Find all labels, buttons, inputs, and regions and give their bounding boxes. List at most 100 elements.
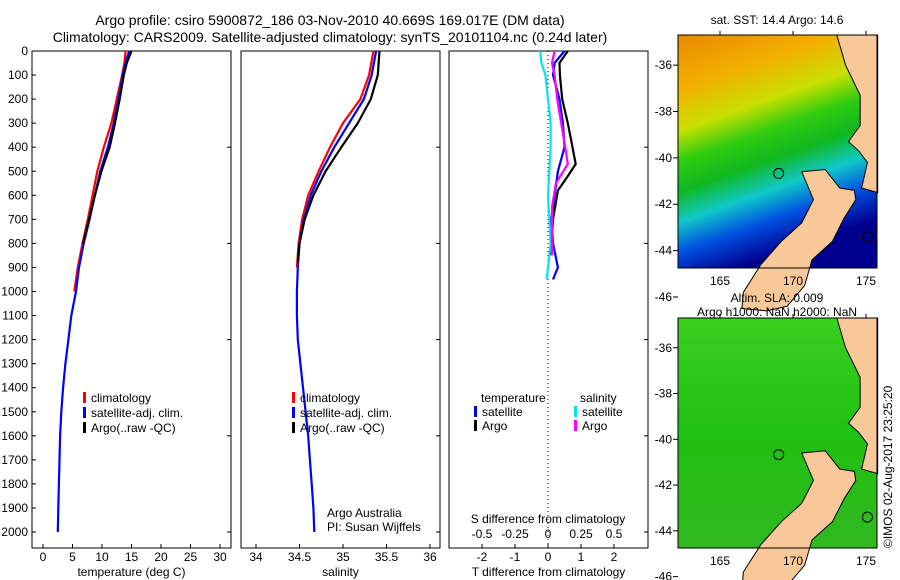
- x2-tick-label: -0.5: [472, 527, 493, 541]
- map-title: sat. SST: 14.4 Argo: 14.6: [711, 13, 844, 27]
- legend-heading-temperature: temperature: [481, 391, 546, 405]
- imos-credit: ©IMOS 02-Aug-2017 23:25:20: [881, 385, 895, 548]
- lat-tick-label: -46: [655, 570, 673, 580]
- figure-subtitle: Climatology: CARS2009. Satellite-adjuste…: [52, 29, 608, 45]
- x-tick-label: 20: [154, 550, 168, 564]
- plot-frame: [31, 50, 232, 549]
- legend-label: satellite: [582, 405, 623, 419]
- y-tick-label: 400: [8, 140, 28, 154]
- x2-tick-label: 0.5: [606, 527, 623, 541]
- lat-tick-label: -46: [655, 290, 673, 304]
- marker-circle: [861, 511, 873, 523]
- x-tick-label: 0: [40, 550, 47, 564]
- lat-tick-label: -42: [655, 478, 673, 492]
- series-line-argo---raw--qc-: [82, 50, 133, 244]
- lat-tick-label: -44: [655, 524, 673, 538]
- map-title: Argo h1000: NaN h2000: NaN: [697, 305, 857, 319]
- x-tick-label: 35.5: [375, 550, 399, 564]
- series-line-s-satellite: [539, 50, 552, 280]
- x-tick-label: 30: [213, 550, 227, 564]
- marker-circle: [861, 231, 873, 243]
- y-tick-label: 600: [8, 188, 28, 202]
- x-axis-label: temperature (deg C): [77, 565, 185, 579]
- legend-label: satellite-adj. clim.: [300, 406, 392, 420]
- x-tick-label: 10: [95, 550, 109, 564]
- x-tick-label: 35: [336, 550, 350, 564]
- lat-tick-label: -36: [655, 341, 673, 355]
- argo-position-marker: [773, 167, 785, 179]
- y-tick-label: 1300: [1, 357, 28, 371]
- legend-label: satellite-adj. clim.: [91, 406, 183, 420]
- map-frame: [677, 34, 878, 269]
- legend-label: Argo: [582, 419, 608, 433]
- y-tick-label: 1400: [1, 381, 28, 395]
- y-tick-label: 1900: [1, 501, 28, 515]
- map-background: [678, 318, 877, 548]
- figure-title: Argo profile: csiro 5900872_186 03-Nov-2…: [95, 12, 565, 28]
- legend-swatch: [292, 407, 295, 418]
- series-line-satellite-adj--clim-: [295, 50, 378, 533]
- legend-swatch: [574, 420, 577, 431]
- legend-swatch: [474, 406, 477, 417]
- legend-swatch: [574, 406, 577, 417]
- x2-tick-label: -0.25: [501, 527, 529, 541]
- lon-tick-label: 175: [856, 274, 876, 288]
- lat-tick-label: -40: [655, 432, 673, 446]
- series-line-t-satellite: [550, 50, 566, 280]
- legend-label: climatology: [300, 391, 360, 405]
- x2-axis-label: S difference from climatology: [471, 512, 626, 526]
- sla-map: 165 170 175 -36 -38 -40 -42 -44 -46 Altim. SLA: 0…: [655, 291, 879, 580]
- lat-tick-label: -36: [655, 58, 673, 72]
- series-line-satellite-adj--clim-: [56, 50, 131, 533]
- y-tick-label: 900: [8, 260, 28, 274]
- x-tick-label: 15: [125, 550, 139, 564]
- legend-swatch: [83, 392, 86, 403]
- legend-label: Argo(..raw -QC): [300, 421, 385, 435]
- lat-tick-label: -38: [655, 387, 673, 401]
- map-frame: [677, 317, 878, 549]
- x-tick-label: 5: [69, 550, 76, 564]
- y-tick-label: 800: [8, 236, 28, 250]
- x-tick-label: 1: [578, 550, 585, 564]
- legend-label: satellite: [482, 405, 523, 419]
- argo-position-marker: [773, 449, 785, 461]
- legend-swatch: [292, 422, 295, 433]
- legend-swatch: [83, 407, 86, 418]
- x-axis-label: T difference from climatology: [472, 565, 626, 579]
- x-tick-label: 34: [249, 550, 263, 564]
- y-tick-label: 1800: [1, 477, 28, 491]
- map-background: [678, 35, 877, 268]
- lon-tick-label: 165: [710, 274, 730, 288]
- x-tick-label: 34.5: [288, 550, 312, 564]
- y-tick-label: 1700: [1, 453, 28, 467]
- legend-heading-salinity: salinity: [580, 391, 617, 405]
- lon-tick-label: 165: [710, 554, 730, 568]
- north-island-land: [836, 34, 879, 194]
- annotation-text: PI: Susan Wijffels: [327, 520, 421, 534]
- legend-swatch: [474, 420, 477, 431]
- y-tick-label: 700: [8, 212, 28, 226]
- x-tick-label: -2: [477, 550, 488, 564]
- legend-label: Argo(..raw -QC): [91, 421, 176, 435]
- series-line-argo---raw--qc-: [296, 50, 381, 263]
- sst-map: 165 170 175 -36 -38 -40 -42 -44 -46 sat. SST: 14.…: [655, 13, 879, 312]
- x2-tick-label: 0.25: [569, 527, 593, 541]
- north-island-land: [836, 317, 879, 475]
- y-tick-label: 200: [8, 92, 28, 106]
- panel-3: -2 -1 0 1 2T difference from climatology -0.5…: [448, 50, 649, 579]
- legend-swatch: [292, 392, 295, 403]
- y-tick-label: 500: [8, 164, 28, 178]
- plot-frame: [240, 50, 441, 549]
- series-line-s-argo: [550, 50, 569, 256]
- lat-tick-label: -44: [655, 244, 673, 258]
- south-island-land: [741, 168, 857, 312]
- y-tick-label: 1000: [1, 285, 28, 299]
- y-tick-label: 1200: [1, 333, 28, 347]
- lon-tick-label: 170: [783, 274, 803, 288]
- y-tick-label: 300: [8, 116, 28, 130]
- y-tick-label: 0: [21, 44, 28, 58]
- x-tick-label: 2: [611, 550, 618, 564]
- legend-label: climatology: [91, 391, 151, 405]
- x-tick-label: 0: [545, 550, 552, 564]
